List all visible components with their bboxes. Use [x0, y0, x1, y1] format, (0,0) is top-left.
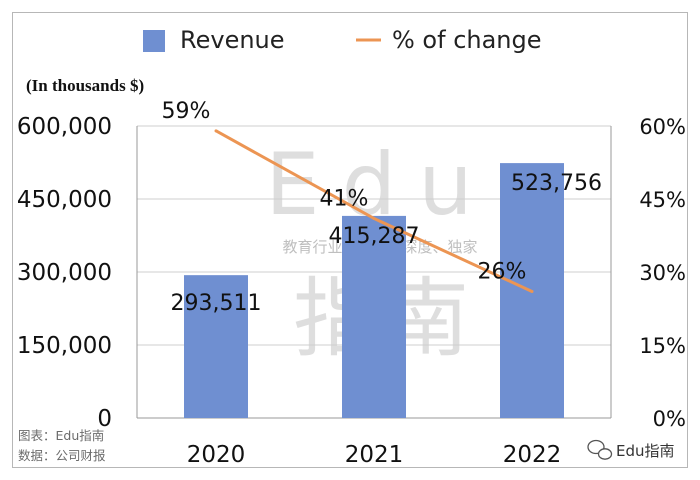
- y-left-tick-label: 600,000: [17, 114, 112, 140]
- change-value-label: 41%: [320, 186, 369, 211]
- y-right-tick-label: 30%: [639, 261, 686, 285]
- change-point-2022: [530, 289, 534, 293]
- source-chart-credit: 图表：Edu指南: [18, 428, 104, 443]
- change-point-2020: [214, 129, 218, 133]
- source-data-credit: 数据：公司财报: [18, 448, 106, 463]
- change-point-2021: [372, 216, 376, 220]
- y-right-tick-label: 45%: [639, 188, 686, 212]
- revenue-bars: [184, 163, 564, 418]
- revenue-bar-2021: [342, 215, 406, 418]
- chart-frame: [12, 12, 688, 468]
- y-axis-unit-label: (In thousands $): [26, 76, 144, 95]
- y-left-tick-label: 0: [97, 406, 112, 432]
- revenue-value-label: 293,511: [171, 291, 262, 316]
- change-value-label: 59%: [162, 99, 211, 124]
- y-right-tick-label: 0%: [653, 407, 686, 431]
- legend-swatch-revenue: [143, 30, 165, 52]
- brand-name: Edu指南: [616, 442, 675, 460]
- axis-ticks: 0 0% 150,000 15% 300,000 30% 450,000 45% 600,000…: [17, 114, 686, 468]
- change-line: [214, 129, 534, 293]
- y-left-tick-label: 450,000: [17, 187, 112, 213]
- y-left-tick-label: 300,000: [17, 260, 112, 286]
- y-left-tick-label: 150,000: [17, 333, 112, 359]
- y-right-tick-label: 15%: [639, 334, 686, 358]
- revenue-value-label: 415,287: [329, 224, 420, 249]
- change-value-label: 26%: [478, 259, 527, 284]
- y-right-tick-label: 60%: [639, 115, 686, 139]
- wechat-icon: [587, 439, 613, 460]
- revenue-value-label: 523,756: [511, 171, 602, 196]
- legend-label-revenue: Revenue: [180, 26, 285, 54]
- legend: Revenue % of change: [143, 26, 542, 54]
- legend-label-change: % of change: [392, 26, 542, 54]
- data-labels: 293,511 415,287 523,756 59% 41% 26%: [162, 99, 602, 316]
- x-category-label: 2022: [503, 442, 562, 468]
- x-category-label: 2020: [187, 442, 246, 468]
- x-category-label: 2021: [345, 442, 404, 468]
- revenue-bar-2020: [184, 275, 248, 418]
